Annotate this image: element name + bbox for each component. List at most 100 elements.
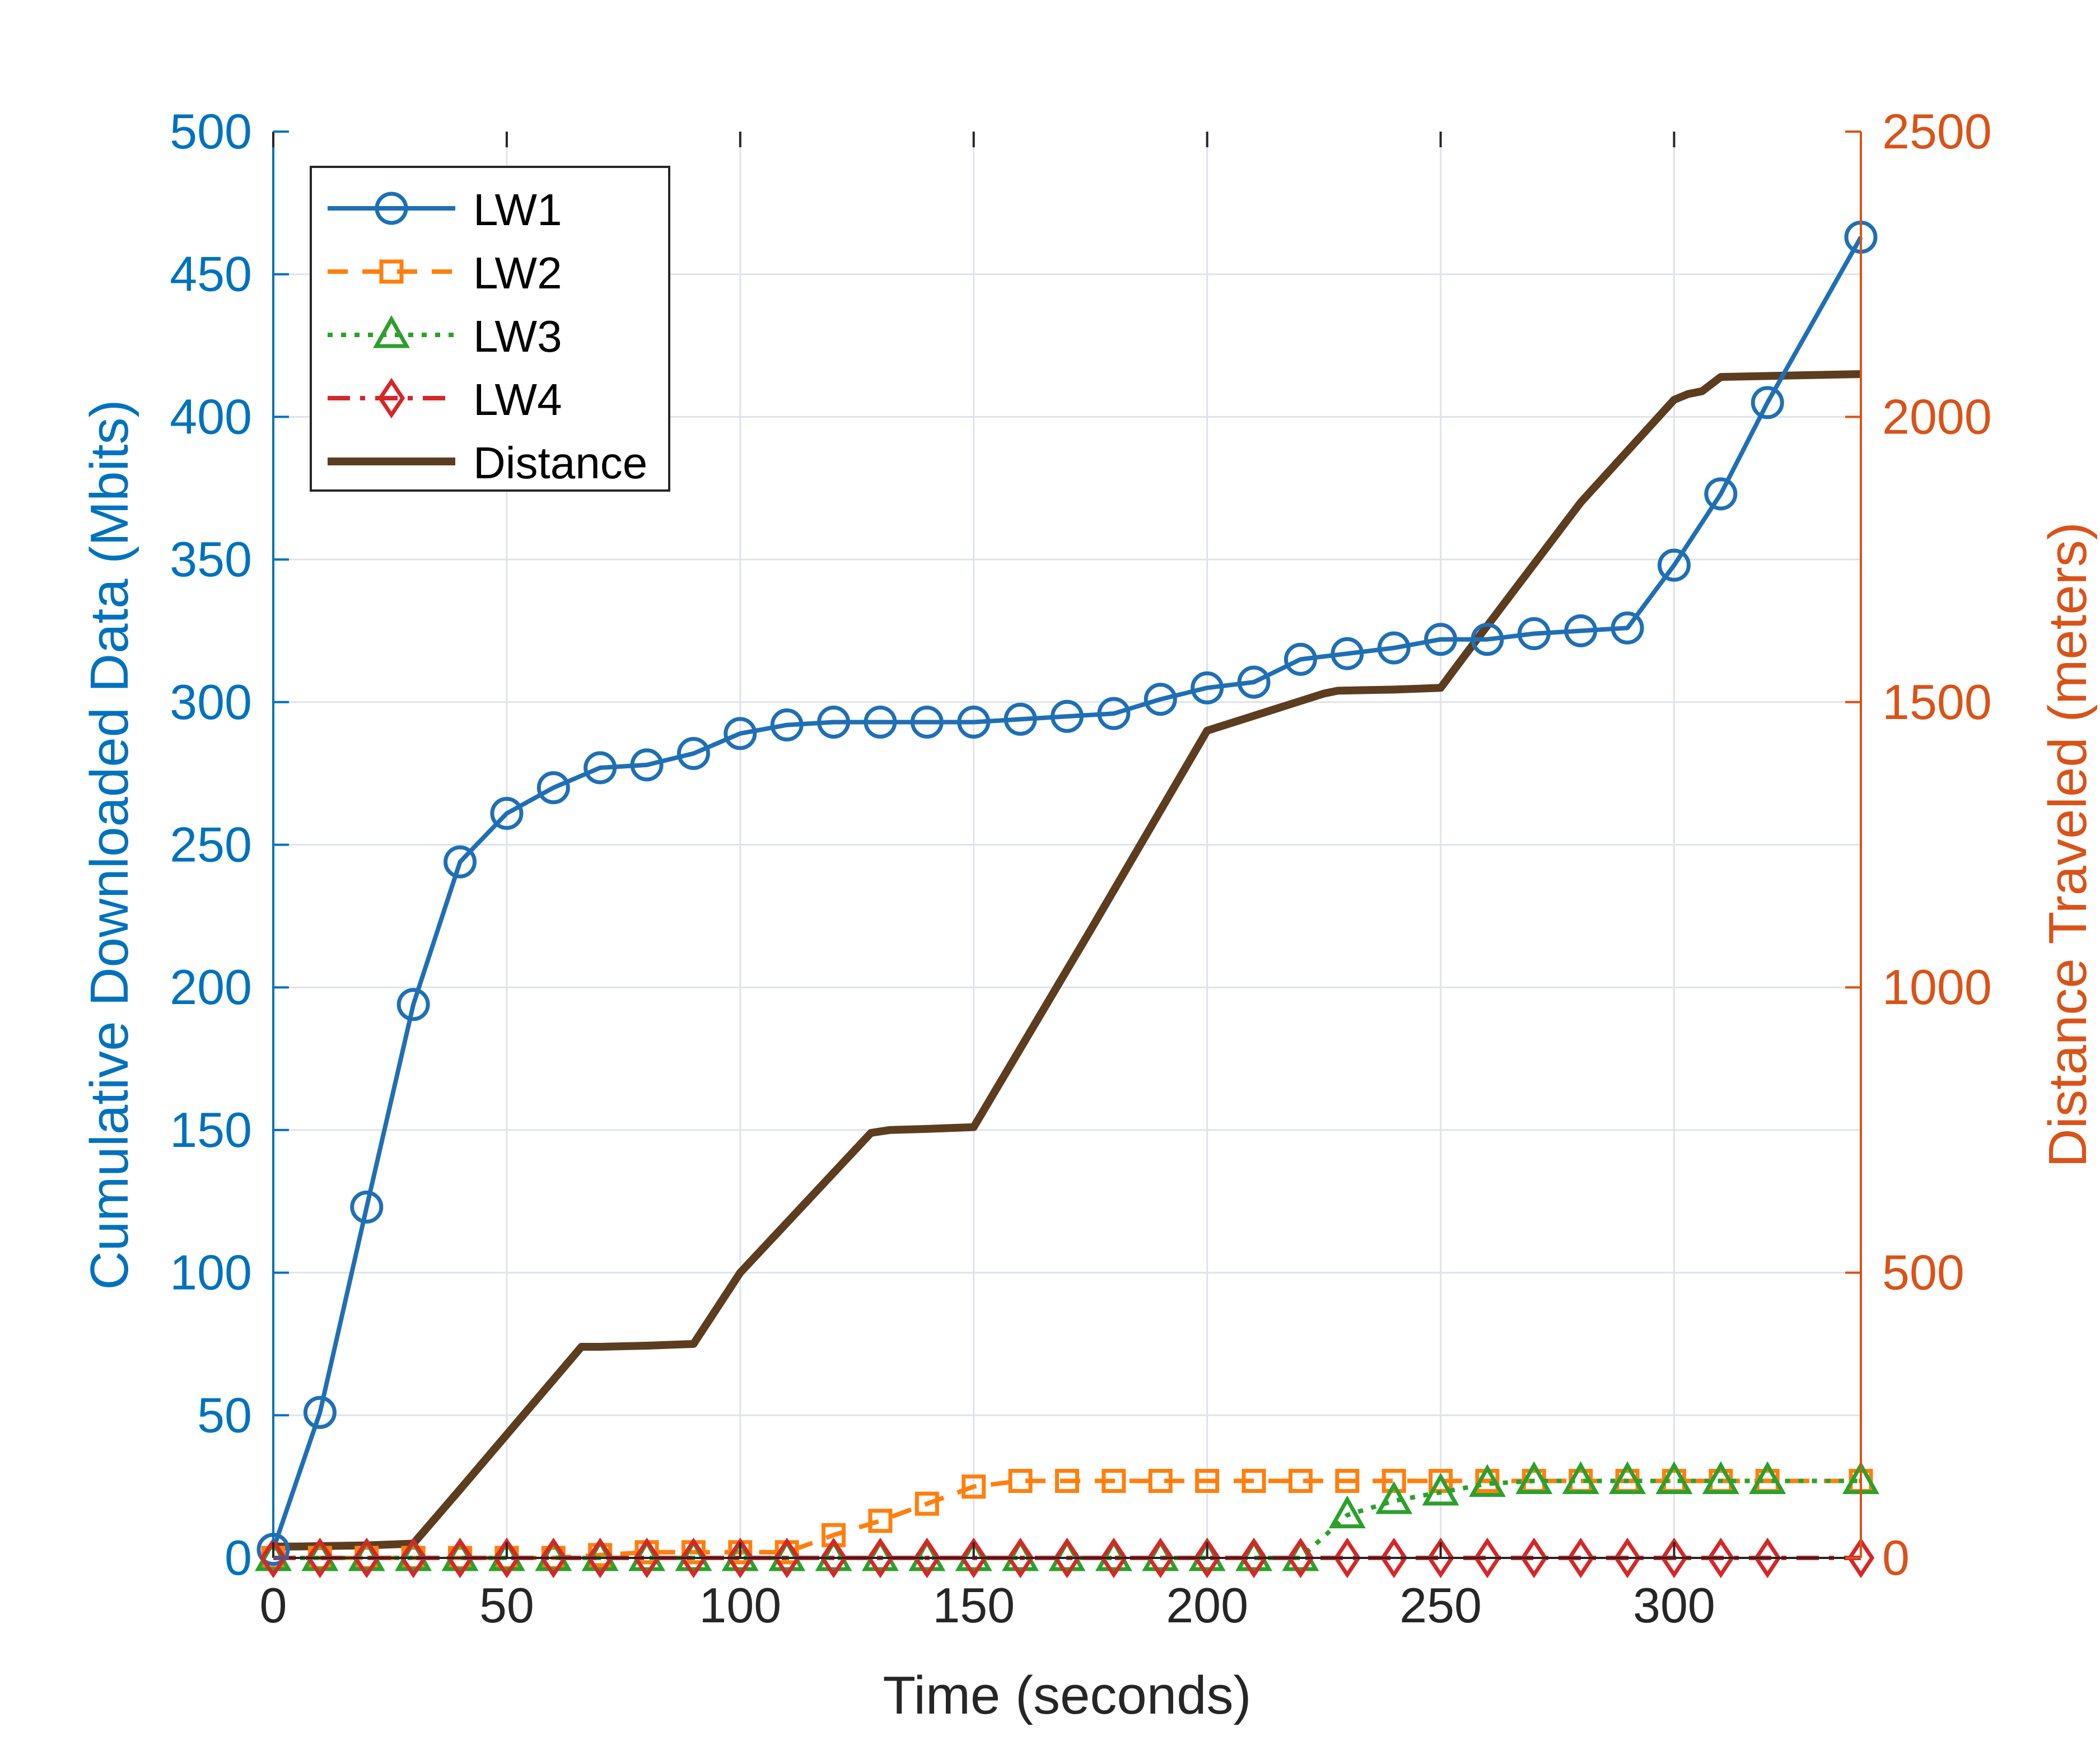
data-point [1660, 1537, 1688, 1579]
data-point [633, 1537, 661, 1579]
legend: LW1 LW2 LW3 LW4 Distance [310, 166, 670, 492]
data-point [306, 1537, 334, 1579]
data-point [1520, 1537, 1548, 1579]
data-point [1655, 1461, 1693, 1494]
y-tick-label-right: 0 [1882, 1530, 1910, 1585]
data-point [1288, 1468, 1313, 1493]
data-point [910, 705, 944, 739]
data-point [962, 1474, 986, 1499]
legend-item-lw2: LW2 [328, 248, 562, 298]
data-point [377, 377, 405, 419]
legend-box [310, 166, 670, 492]
legend-item-lw4: LW4 [328, 375, 562, 424]
y-tick-label-right: 2500 [1882, 104, 1992, 159]
data-point [1707, 1537, 1735, 1579]
data-point [817, 705, 851, 739]
data-point [373, 315, 410, 348]
data-point [1008, 1468, 1033, 1493]
data-point [960, 1537, 987, 1579]
data-point [726, 1537, 754, 1579]
grid [273, 132, 1861, 1558]
data-point [1147, 1537, 1174, 1579]
x-tick-label: 300 [1633, 1578, 1715, 1633]
data-point [1704, 477, 1738, 511]
y-tick-label-left: 500 [170, 104, 252, 159]
data-point [399, 1537, 427, 1579]
series-line-distance [273, 370, 1861, 1551]
data-point [1240, 1537, 1268, 1579]
data-point [1468, 1464, 1506, 1497]
x-tick-label: 200 [1166, 1578, 1248, 1633]
data-point [1562, 1461, 1599, 1494]
data-point [1328, 1495, 1366, 1529]
series-markers-lw4 [259, 1537, 1875, 1579]
data-point [680, 1537, 707, 1579]
data-point [1564, 614, 1598, 647]
data-point [1102, 1468, 1126, 1493]
data-point [536, 771, 570, 805]
data-point [1613, 1537, 1641, 1579]
data-point [1195, 1468, 1220, 1493]
data-point [586, 1537, 614, 1579]
data-point [1471, 623, 1504, 656]
x-tick-label: 100 [699, 1578, 781, 1633]
y-tick-label-left: 100 [170, 1245, 252, 1300]
y-axis-label-right: Distance Traveled (meters) [2038, 522, 2098, 1167]
data-point [375, 192, 408, 225]
data-point [379, 259, 404, 284]
y-tick-label-right: 1000 [1882, 959, 1992, 1015]
data-point [1611, 611, 1644, 645]
x-tick-label: 50 [479, 1578, 534, 1633]
data-point [820, 1537, 847, 1579]
legend-label: LW2 [473, 248, 562, 298]
data-point [446, 1537, 474, 1579]
y-tick-label-left: 350 [170, 531, 252, 587]
data-point [353, 1537, 380, 1579]
data-point [1051, 699, 1084, 733]
legend-item-lw3: LW3 [328, 311, 562, 361]
data-point [1567, 1537, 1594, 1579]
y-tick-label-right: 2000 [1882, 389, 1992, 444]
data-point [540, 1537, 567, 1579]
data-point [1237, 665, 1271, 699]
data-point [1284, 642, 1317, 676]
data-point [1053, 1537, 1081, 1579]
data-point [1473, 1537, 1501, 1579]
data-point [957, 705, 991, 739]
y-tick-label-left: 300 [170, 674, 252, 730]
data-point [770, 708, 804, 742]
data-point [1422, 1472, 1459, 1506]
data-point [1097, 697, 1131, 730]
data-point [1515, 1461, 1553, 1494]
data-point [630, 748, 664, 782]
data-point [1657, 548, 1691, 582]
data-point [396, 988, 430, 1021]
data-point [1006, 1537, 1034, 1579]
y-tick-label-left: 0 [225, 1530, 252, 1585]
data-point [259, 1537, 287, 1579]
data-point [444, 845, 477, 879]
data-point [866, 1537, 894, 1579]
data-point [1702, 1461, 1739, 1494]
data-point [1100, 1537, 1128, 1579]
data-point [1333, 1537, 1361, 1579]
data-point [724, 717, 757, 750]
data-point [913, 1537, 941, 1579]
legend-label: LW4 [473, 375, 562, 424]
data-point [1242, 1468, 1266, 1493]
y-axis-label-left: Cumulative Downloaded Data (Mbits) [80, 400, 139, 1290]
data-point [1191, 671, 1224, 704]
ticks: 0 50 100 150 200 250 300 0 50 100 150 200 250 300 350 4… [170, 104, 1992, 1633]
data-point [493, 1537, 521, 1579]
x-axis-label: Time (seconds) [883, 1665, 1252, 1725]
data-point [1331, 637, 1364, 670]
data-point [1004, 702, 1037, 736]
data-point [1751, 386, 1784, 419]
legend-item-lw1: LW1 [328, 185, 562, 235]
data-point [1144, 683, 1177, 716]
data-point [1749, 1461, 1786, 1494]
legend-label: LW3 [473, 311, 562, 361]
y-tick-label-right: 500 [1882, 1245, 1964, 1300]
y-tick-label-left: 200 [170, 959, 252, 1015]
series-markers-lw1 [256, 220, 1878, 1566]
